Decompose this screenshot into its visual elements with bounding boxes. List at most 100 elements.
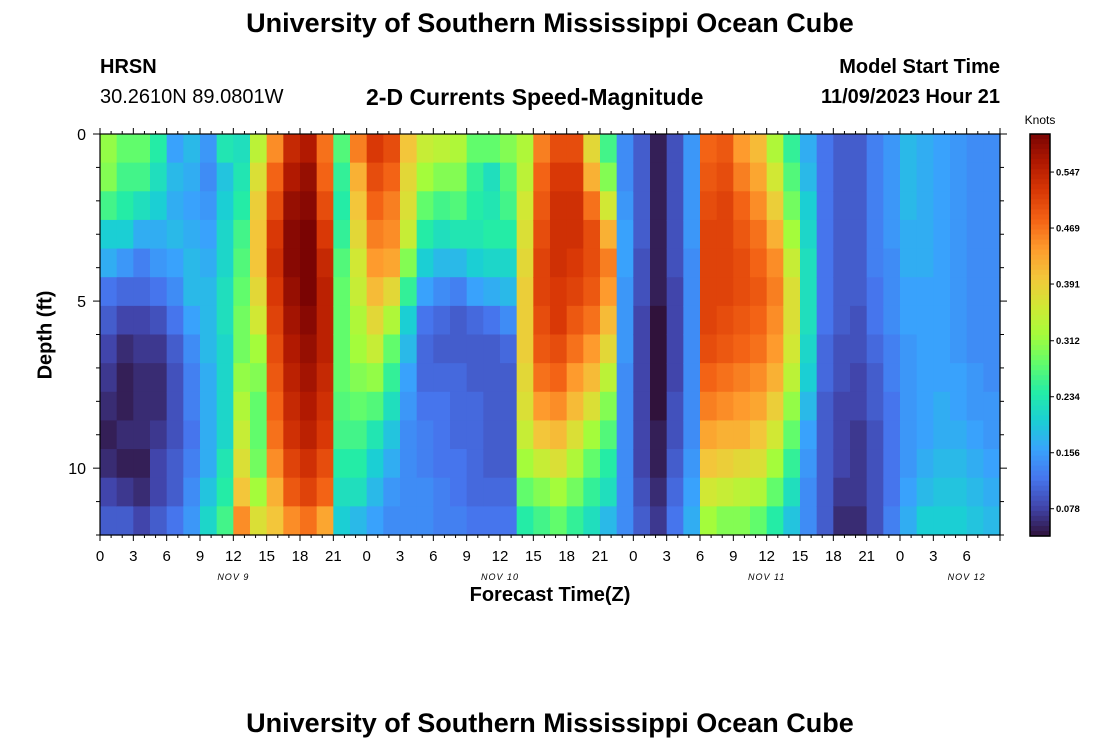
heatmap-cell (550, 420, 568, 450)
colorbar-segment (1030, 144, 1050, 150)
heatmap-cell (233, 449, 251, 479)
heatmap-cell (250, 449, 268, 479)
heatmap-cell (833, 449, 851, 479)
heatmap-cell (266, 191, 284, 221)
heatmap-cell (516, 219, 534, 250)
heatmap-cell (366, 248, 384, 278)
heatmap-cell (200, 305, 218, 336)
heatmap-cell (650, 248, 668, 278)
heatmap-cell (450, 420, 468, 450)
heatmap-cell (183, 305, 201, 336)
heatmap-cell (966, 477, 984, 507)
heatmap-cell (133, 334, 151, 364)
heatmap-cell (883, 162, 901, 192)
heatmap-cell (666, 477, 684, 507)
heatmap-cell (116, 334, 134, 364)
heatmap-cell (183, 391, 201, 422)
heatmap-cell (933, 449, 951, 479)
heatmap-cell (616, 506, 634, 536)
heatmap-cell (300, 305, 318, 336)
x-tick-label: 0 (629, 548, 637, 565)
heatmap-cell (216, 363, 234, 393)
colorbar: Knots 0.078 0.156 0.234 0.312 0.391 0.469 0.547 (1025, 113, 1080, 537)
heatmap-cell (250, 420, 268, 450)
colorbar-segment (1030, 204, 1050, 210)
heatmap-cell (200, 191, 218, 221)
heatmap-cell (633, 363, 651, 393)
heatmap-cell (283, 248, 301, 278)
heatmap-cell (200, 248, 218, 278)
heatmap-cell (983, 248, 1001, 278)
heatmap-cell (850, 219, 868, 250)
heatmap-cell (316, 363, 334, 393)
heatmap-cell (933, 391, 951, 422)
colorbar-segment (1030, 480, 1050, 487)
heatmap-cell (433, 363, 451, 393)
colorbar-segment (1030, 159, 1050, 165)
heatmap-cell (750, 134, 768, 164)
heatmap-cell (166, 334, 184, 364)
heatmap-cell (716, 277, 734, 307)
heatmap-cell (433, 277, 451, 307)
heatmap-cell (516, 162, 534, 192)
y-tick-label: 5 (77, 294, 86, 311)
heatmap-cell (416, 391, 434, 422)
heatmap-cell (316, 162, 334, 192)
heatmap-cell (766, 363, 784, 393)
heatmap-cell (933, 248, 951, 278)
heatmap-cell (766, 305, 784, 336)
heatmap-cell (766, 134, 784, 164)
heatmap-cell (883, 134, 901, 164)
colorbar-segment (1030, 304, 1050, 311)
heatmap-cell (483, 420, 501, 450)
heatmap-cell (600, 477, 618, 507)
heatmap-cell (616, 248, 634, 278)
heatmap-cell (483, 391, 501, 422)
heatmap-cell (133, 305, 151, 336)
colorbar-segment (1030, 340, 1050, 346)
heatmap-cell (533, 334, 551, 364)
heatmap-cell (983, 420, 1001, 450)
heatmap-cell (866, 420, 884, 450)
heatmap-cell (616, 334, 634, 364)
heatmap-cell (933, 277, 951, 307)
heatmap-cell (416, 420, 434, 450)
heatmap-cell (733, 420, 751, 450)
heatmap-cell (333, 248, 351, 278)
heatmap-cell (783, 162, 801, 192)
heatmap-cell (516, 449, 534, 479)
heatmap-cell (683, 506, 701, 536)
heatmap-cell (650, 134, 668, 164)
heatmap-cell (633, 191, 651, 221)
heatmap-cell (783, 191, 801, 221)
heatmap-cell (383, 420, 401, 450)
colorbar-segment (1030, 335, 1050, 341)
heatmap-cell (816, 391, 834, 422)
heatmap-cell (800, 162, 818, 192)
heatmap-cell (516, 277, 534, 307)
heatmap-cell (750, 277, 768, 307)
heatmap-cell (266, 305, 284, 336)
heatmap-cell (800, 420, 818, 450)
heatmap-cell (533, 391, 551, 422)
heatmap-cell (316, 391, 334, 422)
heatmap-cell (250, 305, 268, 336)
colorbar-segment (1030, 154, 1050, 160)
heatmap-cell (283, 477, 301, 507)
x-tick-label: 9 (729, 548, 737, 565)
heatmap-cell (383, 391, 401, 422)
x-tick-label: 18 (558, 548, 575, 565)
heatmap-cell (500, 219, 518, 250)
heatmap-cell (666, 305, 684, 336)
colorbar-segment (1030, 365, 1050, 371)
heatmap-cell (316, 219, 334, 250)
heatmap-cell (483, 477, 501, 507)
heatmap-cell (583, 334, 601, 364)
heatmap-cell (600, 420, 618, 450)
heatmap-cell (900, 219, 918, 250)
heatmap-cell (966, 449, 984, 479)
heatmap-cell (633, 420, 651, 450)
heatmap-cell (416, 305, 434, 336)
heatmap-cell (683, 248, 701, 278)
heatmap-cell (250, 277, 268, 307)
